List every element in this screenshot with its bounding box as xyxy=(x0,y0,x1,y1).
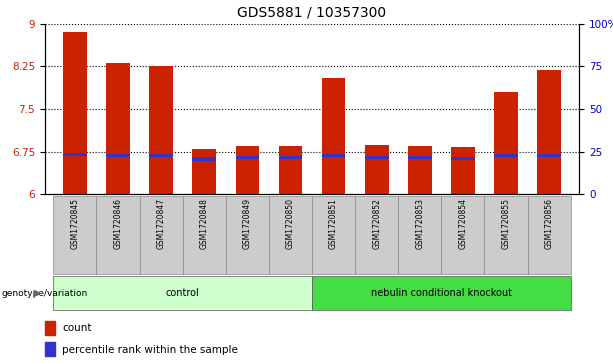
Text: GSM1720846: GSM1720846 xyxy=(113,198,123,249)
Bar xyxy=(355,196,398,274)
Bar xyxy=(226,196,269,274)
Bar xyxy=(192,149,216,194)
Bar xyxy=(53,276,312,310)
Bar xyxy=(398,196,441,274)
Text: GSM1720850: GSM1720850 xyxy=(286,198,295,249)
Text: GSM1720855: GSM1720855 xyxy=(501,198,511,249)
Bar xyxy=(365,156,389,159)
Bar xyxy=(484,196,528,274)
Bar xyxy=(278,146,302,194)
Bar xyxy=(183,196,226,274)
Text: GSM1720854: GSM1720854 xyxy=(459,198,467,249)
Text: genotype/variation: genotype/variation xyxy=(1,289,88,298)
Bar xyxy=(451,147,474,194)
Bar xyxy=(192,158,216,160)
Text: percentile rank within the sample: percentile rank within the sample xyxy=(62,345,238,355)
Title: GDS5881 / 10357300: GDS5881 / 10357300 xyxy=(237,6,387,20)
Text: GSM1720856: GSM1720856 xyxy=(544,198,554,249)
Bar xyxy=(150,66,173,194)
Bar xyxy=(537,70,561,194)
Text: GSM1720852: GSM1720852 xyxy=(372,198,381,249)
Bar xyxy=(45,321,55,335)
Bar xyxy=(322,78,345,194)
Text: GSM1720851: GSM1720851 xyxy=(329,198,338,249)
Bar xyxy=(63,153,87,156)
Text: ▶: ▶ xyxy=(34,288,42,298)
Text: GSM1720847: GSM1720847 xyxy=(157,198,166,249)
Bar xyxy=(312,196,355,274)
Text: nebulin conditional knockout: nebulin conditional knockout xyxy=(371,288,512,298)
Bar xyxy=(322,154,345,157)
Bar xyxy=(528,196,571,274)
Bar xyxy=(451,157,474,160)
Bar xyxy=(140,196,183,274)
Text: GSM1720853: GSM1720853 xyxy=(415,198,424,249)
Bar xyxy=(312,276,571,310)
Bar xyxy=(150,154,173,157)
Bar xyxy=(494,154,518,157)
Bar xyxy=(106,64,130,194)
Text: GSM1720845: GSM1720845 xyxy=(70,198,80,249)
Bar xyxy=(106,154,130,157)
Bar xyxy=(45,342,55,356)
Bar xyxy=(441,196,484,274)
Bar xyxy=(494,92,518,194)
Bar xyxy=(537,154,561,157)
Bar xyxy=(63,32,87,194)
Bar xyxy=(53,196,96,274)
Bar xyxy=(235,156,259,159)
Text: GSM1720849: GSM1720849 xyxy=(243,198,252,249)
Text: count: count xyxy=(62,323,91,333)
Bar xyxy=(408,156,432,159)
Text: GSM1720848: GSM1720848 xyxy=(200,198,209,249)
Bar xyxy=(365,145,389,194)
Bar xyxy=(408,146,432,194)
Bar xyxy=(235,146,259,194)
Bar xyxy=(269,196,312,274)
Bar xyxy=(278,156,302,159)
Text: control: control xyxy=(166,288,200,298)
Bar xyxy=(96,196,140,274)
